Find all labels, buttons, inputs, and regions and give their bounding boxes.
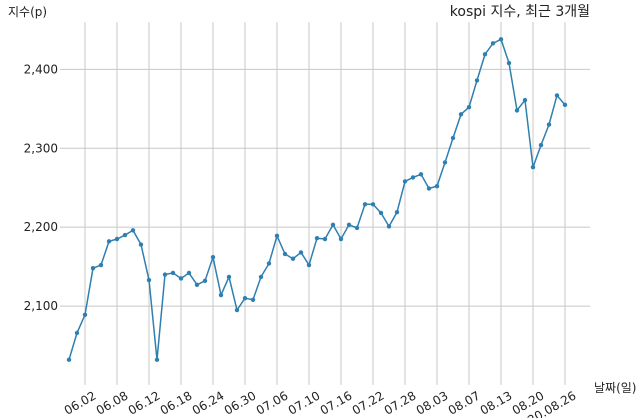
point xyxy=(546,122,552,127)
chart-title: kospi 지수, 최근 3개월 xyxy=(450,4,590,20)
point xyxy=(458,112,464,117)
x-tick-label: 07.16 xyxy=(318,388,355,417)
point xyxy=(226,274,232,280)
point xyxy=(410,175,416,180)
x-tick-label: 06.30 xyxy=(222,388,259,417)
x-tick-label: 08.03 xyxy=(414,388,451,417)
point xyxy=(194,282,200,287)
point xyxy=(514,108,520,113)
point xyxy=(202,278,208,284)
point xyxy=(298,250,304,255)
point xyxy=(474,78,480,83)
point xyxy=(234,307,240,313)
x-tick-label: 06.24 xyxy=(190,388,227,417)
y-tick-label: 2,100 xyxy=(24,299,58,313)
x-tick-label: 08.07 xyxy=(446,388,483,417)
x-tick-label: 07.06 xyxy=(254,388,291,417)
point xyxy=(122,232,128,238)
y-tick-label: 2,300 xyxy=(24,141,58,155)
y-tick-label: 2,400 xyxy=(24,62,58,76)
point xyxy=(482,52,488,57)
point xyxy=(210,254,216,260)
x-tick-label: 06.12 xyxy=(126,388,163,417)
x-tick-label: 06.08 xyxy=(94,388,131,417)
point xyxy=(442,160,448,165)
point xyxy=(338,236,344,242)
point xyxy=(322,236,328,242)
point xyxy=(290,256,296,261)
point xyxy=(66,357,72,362)
point xyxy=(530,165,536,170)
x-axis-label: 날짜(일) xyxy=(594,381,636,395)
point xyxy=(450,135,456,141)
point xyxy=(370,202,376,207)
point xyxy=(114,236,120,242)
point xyxy=(306,262,312,268)
point xyxy=(258,274,264,280)
point xyxy=(138,242,144,247)
point xyxy=(314,236,320,241)
point xyxy=(354,225,360,231)
point xyxy=(538,142,544,148)
point xyxy=(218,292,224,298)
point xyxy=(498,37,504,42)
point xyxy=(154,357,160,362)
point xyxy=(362,202,368,207)
point xyxy=(434,183,440,189)
point xyxy=(418,172,424,177)
point xyxy=(554,93,560,98)
point xyxy=(506,60,512,66)
point xyxy=(266,261,272,266)
point xyxy=(162,272,168,277)
y-axis-label: 지수(p) xyxy=(8,5,47,19)
point xyxy=(250,297,256,302)
point xyxy=(82,312,88,317)
point xyxy=(106,239,112,244)
point xyxy=(346,222,352,228)
x-tick-label: 07.10 xyxy=(286,388,323,417)
point xyxy=(130,228,136,233)
point xyxy=(466,105,472,110)
point xyxy=(386,224,392,229)
point xyxy=(98,262,104,268)
point xyxy=(562,102,568,108)
y-tick-label: 2,200 xyxy=(24,220,58,234)
point xyxy=(402,179,408,184)
x-tick-label: 06.18 xyxy=(158,388,195,417)
point xyxy=(146,277,152,283)
point xyxy=(74,330,80,336)
point xyxy=(378,210,384,216)
point xyxy=(490,41,496,46)
point xyxy=(170,270,176,276)
point xyxy=(178,276,184,281)
point xyxy=(186,270,192,276)
point xyxy=(274,233,280,239)
point xyxy=(522,97,528,103)
x-tick-label: 08.13 xyxy=(478,388,515,417)
x-tick-label: 06.02 xyxy=(62,388,99,417)
point xyxy=(330,222,336,228)
point xyxy=(282,251,288,257)
point xyxy=(90,266,96,271)
x-tick-label: 07.28 xyxy=(382,388,419,417)
point xyxy=(242,295,248,301)
line xyxy=(68,38,566,360)
point xyxy=(426,186,432,191)
x-tick-label: 07.22 xyxy=(350,388,387,417)
point xyxy=(394,209,400,215)
